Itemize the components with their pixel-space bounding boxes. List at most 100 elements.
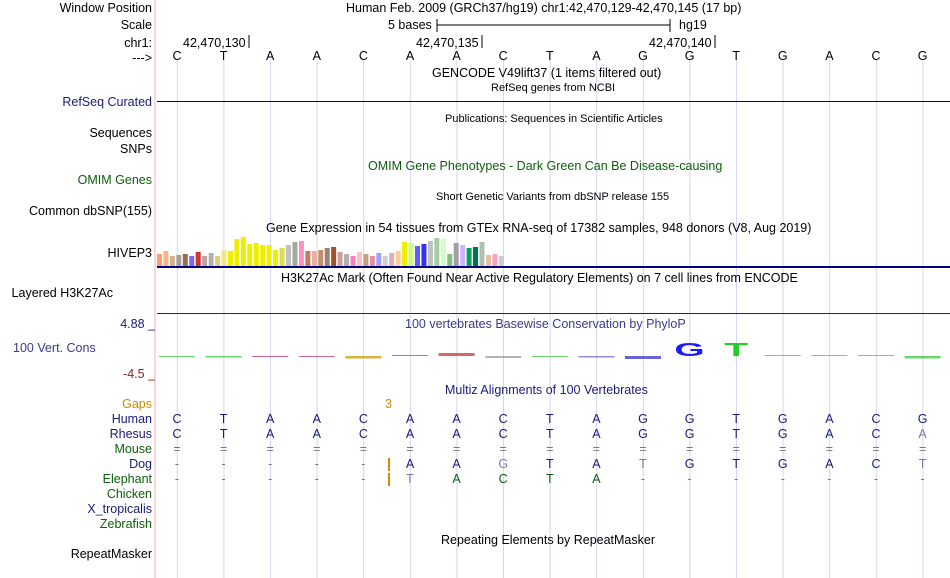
aligned-base: A — [592, 472, 601, 486]
gtex-tissue-bar — [169, 256, 175, 266]
species-label-mouse[interactable]: Mouse — [114, 442, 152, 456]
aligned-base: = — [639, 442, 647, 456]
conservation-score-bar — [811, 355, 848, 356]
position-ticks — [248, 35, 716, 48]
aligned-base: A — [405, 412, 415, 426]
aligned-base: = — [685, 442, 694, 456]
base-letter: G — [917, 49, 928, 63]
gtex-tissue-bar — [453, 243, 459, 266]
aligned-base: C — [871, 412, 881, 426]
base-letter: G — [684, 49, 695, 63]
gtex-tissue-bar — [344, 254, 350, 266]
species-label-dog[interactable]: Dog — [129, 457, 152, 471]
refseq-track-title[interactable]: RefSeq genes from NCBI — [491, 82, 616, 94]
gtex-tissue-bar — [389, 253, 395, 266]
gtex-tissue-bar — [356, 252, 362, 266]
window-position-text: Human Feb. 2009 (GRCh37/hg19) chr1:42,47… — [346, 1, 742, 15]
aligned-base: G — [917, 412, 928, 426]
conservation-score-bar — [159, 356, 195, 357]
species-sequence-row — [0, 502, 950, 517]
gtex-tissue-bar — [402, 242, 408, 266]
dbsnp-track-label[interactable]: Common dbSNP(155) — [29, 204, 152, 218]
aligned-base: A — [825, 412, 834, 426]
aligned-base: T — [219, 412, 228, 426]
gtex-tissue-bar — [227, 251, 233, 266]
aligned-base: - — [221, 472, 226, 486]
species-label-x_tropicalis[interactable]: X_tropicalis — [87, 502, 152, 516]
multiz-track-title[interactable]: Multiz Alignments of 100 Vertebrates — [445, 383, 648, 397]
aligned-base: A — [452, 457, 461, 471]
gtex-tissue-bar — [447, 254, 453, 266]
base-letter: A — [452, 49, 461, 63]
snps-track-label[interactable]: SNPs — [120, 142, 152, 156]
gtex-tissue-bar — [434, 238, 440, 266]
gtex-tissue-bar — [408, 243, 414, 266]
publications-track-title[interactable]: Publications: Sequences in Scientific Ar… — [445, 113, 663, 125]
refseq-track-label[interactable]: RefSeq Curated — [62, 95, 152, 109]
h3k27ac-track-title[interactable]: H3K27Ac Mark (Often Found Near Active Re… — [281, 271, 798, 285]
gtex-bar-chart[interactable] — [157, 234, 517, 266]
base-letter: C — [358, 49, 368, 63]
aligned-base: - — [361, 472, 366, 486]
aligned-base: A — [592, 457, 601, 471]
gtex-tissue-bar — [208, 253, 214, 266]
aligned-base: C — [172, 412, 182, 426]
aligned-base: T — [406, 472, 414, 486]
gtex-tissue-bar — [247, 244, 253, 266]
gencode-track-title[interactable]: GENCODE V49lift37 (1 items filtered out) — [432, 66, 662, 80]
gtex-tissue-bar — [337, 252, 343, 266]
aligned-base: - — [314, 472, 319, 486]
conservation-track-title[interactable]: 100 vertebrates Basewise Conservation by… — [405, 317, 686, 331]
aligned-base: = — [592, 442, 601, 456]
gtex-tissue-bar — [485, 255, 491, 266]
gtex-gene-label[interactable]: HIVEP3 — [107, 246, 152, 260]
aligned-base: G — [684, 427, 695, 441]
aligned-base: T — [732, 427, 740, 441]
aligned-base: G — [777, 412, 788, 426]
aligned-base: C — [498, 427, 508, 441]
aligned-base: A — [405, 427, 415, 441]
aligned-base: - — [640, 472, 646, 486]
conservation-track-label[interactable]: 100 Vert. Cons — [13, 341, 96, 355]
aligned-base: A — [452, 472, 461, 486]
aligned-base: A — [918, 427, 927, 441]
dbsnp-track-title[interactable]: Short Genetic Variants from dbSNP releas… — [436, 191, 670, 203]
aligned-base: G — [684, 457, 695, 471]
h3k27ac-track-label[interactable]: Layered H3K27Ac — [11, 286, 113, 300]
species-label-chicken[interactable]: Chicken — [106, 487, 152, 501]
aligned-base: T — [545, 472, 554, 486]
species-label-zebrafish[interactable]: Zebrafish — [99, 517, 152, 531]
sequences-track-label[interactable]: Sequences — [89, 126, 152, 140]
gtex-tissue-bar — [498, 256, 504, 266]
repeatmasker-track-label[interactable]: RepeatMasker — [70, 547, 152, 561]
aligned-base: - — [827, 472, 832, 486]
gtex-tissue-bar — [473, 247, 479, 266]
base-letter: A — [405, 49, 415, 63]
gtex-tissue-bar — [350, 256, 356, 266]
aligned-base: - — [268, 472, 273, 486]
aligned-base: C — [358, 412, 368, 426]
species-label-elephant[interactable]: Elephant — [102, 472, 152, 486]
repeatmasker-track-title[interactable]: Repeating Elements by RepeatMasker — [441, 533, 656, 547]
aligned-base: C — [498, 412, 508, 426]
aligned-base: A — [825, 457, 834, 471]
aligned-base: = — [918, 442, 927, 456]
species-label-human[interactable]: Human — [111, 412, 152, 426]
aligned-base: = — [825, 442, 834, 456]
base-letter: T — [732, 49, 740, 63]
base-letter: C — [498, 49, 508, 63]
aligned-base: A — [452, 412, 461, 426]
gaps-label[interactable]: Gaps — [122, 397, 152, 411]
omim-track-title[interactable]: OMIM Gene Phenotypes - Dark Green Can Be… — [368, 159, 723, 173]
species-label-rhesus[interactable]: Rhesus — [109, 427, 152, 441]
gtex-tissue-bar — [195, 252, 201, 266]
aligned-base: C — [172, 427, 182, 441]
gtex-tissue-bar — [460, 245, 466, 266]
conservation-score-bar — [345, 356, 382, 359]
omim-track-label[interactable]: OMIM Genes — [77, 173, 152, 187]
conservation-score-bar — [764, 355, 801, 356]
base-letter: A — [825, 49, 834, 63]
gtex-track-title[interactable]: Gene Expression in 54 tissues from GTEx … — [266, 221, 812, 235]
